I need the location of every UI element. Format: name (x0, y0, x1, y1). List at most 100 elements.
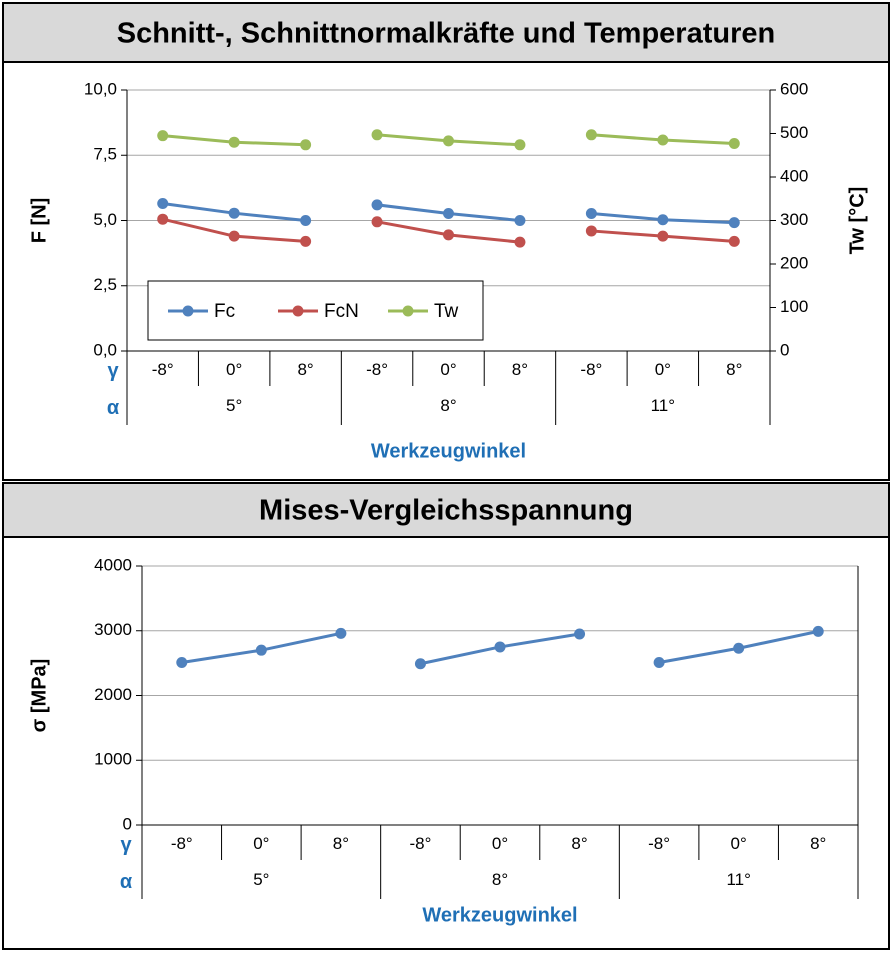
data-point (657, 230, 669, 242)
group-label: 11° (726, 870, 750, 889)
row-label: α (120, 871, 133, 893)
data-point (733, 642, 745, 654)
group-label: 8° (492, 870, 508, 889)
x-axis-title: Werkzeugwinkel (371, 440, 526, 462)
y2-tick-label: 500 (780, 123, 808, 142)
data-point (514, 215, 526, 226)
y-tick-label: 2,5 (93, 275, 117, 294)
y-tick-label: 10,0 (84, 79, 117, 98)
x-tick-label: 8° (512, 360, 528, 379)
data-point (812, 625, 824, 637)
data-point (728, 217, 740, 229)
data-point (255, 644, 267, 656)
y-tick-label: 0,0 (93, 340, 117, 359)
legend-label: Fc (214, 301, 235, 322)
data-point (371, 129, 383, 141)
x-tick-label: -8° (171, 834, 193, 853)
data-point (228, 230, 240, 242)
data-point (585, 129, 597, 141)
group-label: 5° (253, 870, 269, 889)
x-tick-label: -8° (409, 834, 431, 853)
y-tick-label: 2000 (94, 685, 132, 704)
x-tick-label: 0° (655, 360, 671, 379)
data-point (728, 235, 740, 247)
y-tick-label: 7,5 (93, 145, 117, 164)
y2-tick-label: 100 (780, 297, 808, 316)
group-label: 8° (440, 396, 456, 415)
data-point (300, 215, 312, 226)
data-point (300, 139, 312, 151)
y-axis-title: F [N] (28, 198, 50, 244)
panel (2, 2, 890, 481)
y-tick-label: 3000 (94, 620, 132, 639)
legend-marker (182, 305, 194, 317)
panel-header (2, 2, 890, 63)
data-point (657, 134, 669, 146)
data-point (514, 236, 526, 248)
y-tick-label: 0 (123, 814, 132, 833)
x-tick-label: -8° (366, 360, 388, 379)
data-point (157, 198, 169, 210)
data-point (443, 135, 454, 147)
data-point (371, 199, 383, 211)
x-tick-label: 0° (226, 360, 242, 379)
y2-tick-label: 300 (780, 210, 808, 229)
data-point (494, 641, 506, 653)
data-point (574, 628, 586, 640)
panel-header (2, 482, 890, 538)
row-label: α (107, 397, 120, 419)
x-tick-label: 8° (726, 360, 742, 379)
y-tick-label: 4000 (94, 555, 132, 574)
data-point (414, 658, 426, 670)
panel (2, 482, 890, 950)
data-point (653, 656, 665, 668)
legend-label: FcN (324, 301, 359, 322)
y2-tick-label: 200 (780, 253, 808, 272)
data-point (443, 207, 454, 219)
data-point (514, 139, 526, 151)
x-tick-label: 0° (253, 834, 269, 853)
data-point (585, 225, 597, 237)
x-axis-title: Werkzeugwinkel (422, 904, 577, 926)
y2-axis-title: Tw [°C] (846, 187, 868, 255)
row-label: γ (120, 834, 132, 856)
x-tick-label: 0° (492, 834, 508, 853)
x-tick-label: 8° (571, 834, 587, 853)
data-point (335, 627, 347, 639)
data-point (585, 207, 597, 219)
y-tick-label: 1000 (94, 750, 132, 769)
x-tick-label: -8° (648, 834, 670, 853)
legend-marker (292, 305, 304, 317)
x-tick-label: 0° (731, 834, 747, 853)
data-point (371, 216, 383, 228)
data-point (228, 207, 240, 219)
x-tick-label: 8° (333, 834, 349, 853)
data-point (157, 213, 169, 225)
data-point (728, 138, 740, 150)
y2-tick-label: 400 (780, 166, 808, 185)
data-point (228, 136, 240, 148)
row-label: γ (107, 360, 119, 382)
data-point (443, 229, 454, 241)
y2-tick-label: 600 (780, 79, 808, 98)
x-tick-label: 0° (440, 360, 456, 379)
y-tick-label: 5,0 (93, 210, 117, 229)
data-point (157, 130, 169, 142)
legend-label: Tw (434, 301, 459, 322)
chart-title: Schnitt-, Schnittnormalkräfte und Temper… (117, 18, 775, 50)
group-label: 5° (226, 396, 242, 415)
x-tick-label: 8° (297, 360, 313, 379)
legend-marker (402, 305, 414, 317)
group-label: 11° (651, 396, 675, 415)
data-point (657, 214, 669, 226)
x-tick-label: -8° (152, 360, 174, 379)
data-point (176, 656, 188, 668)
y2-tick-label: 0 (780, 340, 789, 359)
x-tick-label: 8° (810, 834, 826, 853)
chart-title: Mises-Vergleichsspannung (259, 495, 633, 527)
y-axis-title: σ [MPa] (28, 659, 50, 733)
x-tick-label: -8° (580, 360, 602, 379)
data-point (300, 235, 312, 247)
